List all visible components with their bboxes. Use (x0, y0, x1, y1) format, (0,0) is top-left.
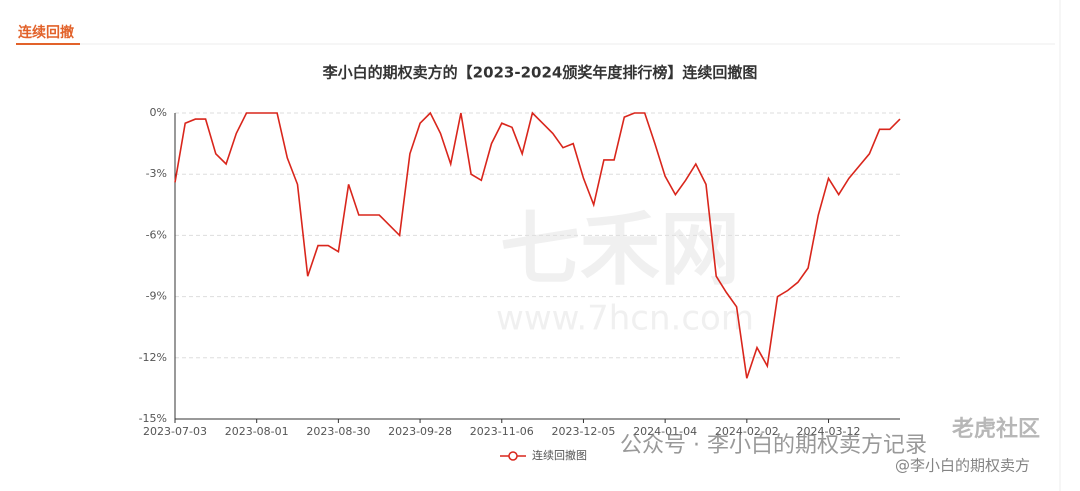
y-tick-label: -12% (139, 351, 167, 364)
legend-label[interactable]: 连续回撤图 (532, 448, 587, 462)
tab-title[interactable]: 连续回撤 (18, 24, 74, 41)
y-tick-label: -6% (146, 228, 167, 241)
watermark: 公众号 · 李小白的期权卖方记录 (620, 433, 927, 458)
y-tick-label: -3% (146, 167, 167, 180)
x-tick-label: 2023-11-06 (470, 425, 534, 438)
x-tick-label: 2024-01-04 (633, 425, 697, 438)
watermark: 七禾网 (500, 203, 740, 296)
y-tick-label: 0% (150, 106, 167, 119)
legend-marker (508, 451, 518, 461)
watermark: 老虎社区 (951, 416, 1040, 442)
x-tick-label: 2024-03-12 (797, 425, 861, 438)
x-tick-label: 2023-08-30 (306, 425, 370, 438)
watermark: www.7hcn.com (496, 299, 754, 339)
x-tick-label: 2024-02-02 (715, 425, 779, 438)
x-tick-label: 2023-07-03 (143, 425, 207, 438)
chart-title: 李小白的期权卖方的【2023-2024颁奖年度排行榜】连续回撤图 (322, 64, 758, 82)
y-tick-label: -15% (139, 412, 167, 425)
x-tick-label: 2023-12-05 (551, 425, 615, 438)
y-tick-label: -9% (146, 290, 167, 303)
line (174, 111, 901, 379)
x-tick-label: 2023-08-01 (225, 425, 289, 438)
watermark: @李小白的期权卖方 (895, 457, 1030, 475)
x-tick-label: 2023-09-28 (388, 425, 452, 438)
